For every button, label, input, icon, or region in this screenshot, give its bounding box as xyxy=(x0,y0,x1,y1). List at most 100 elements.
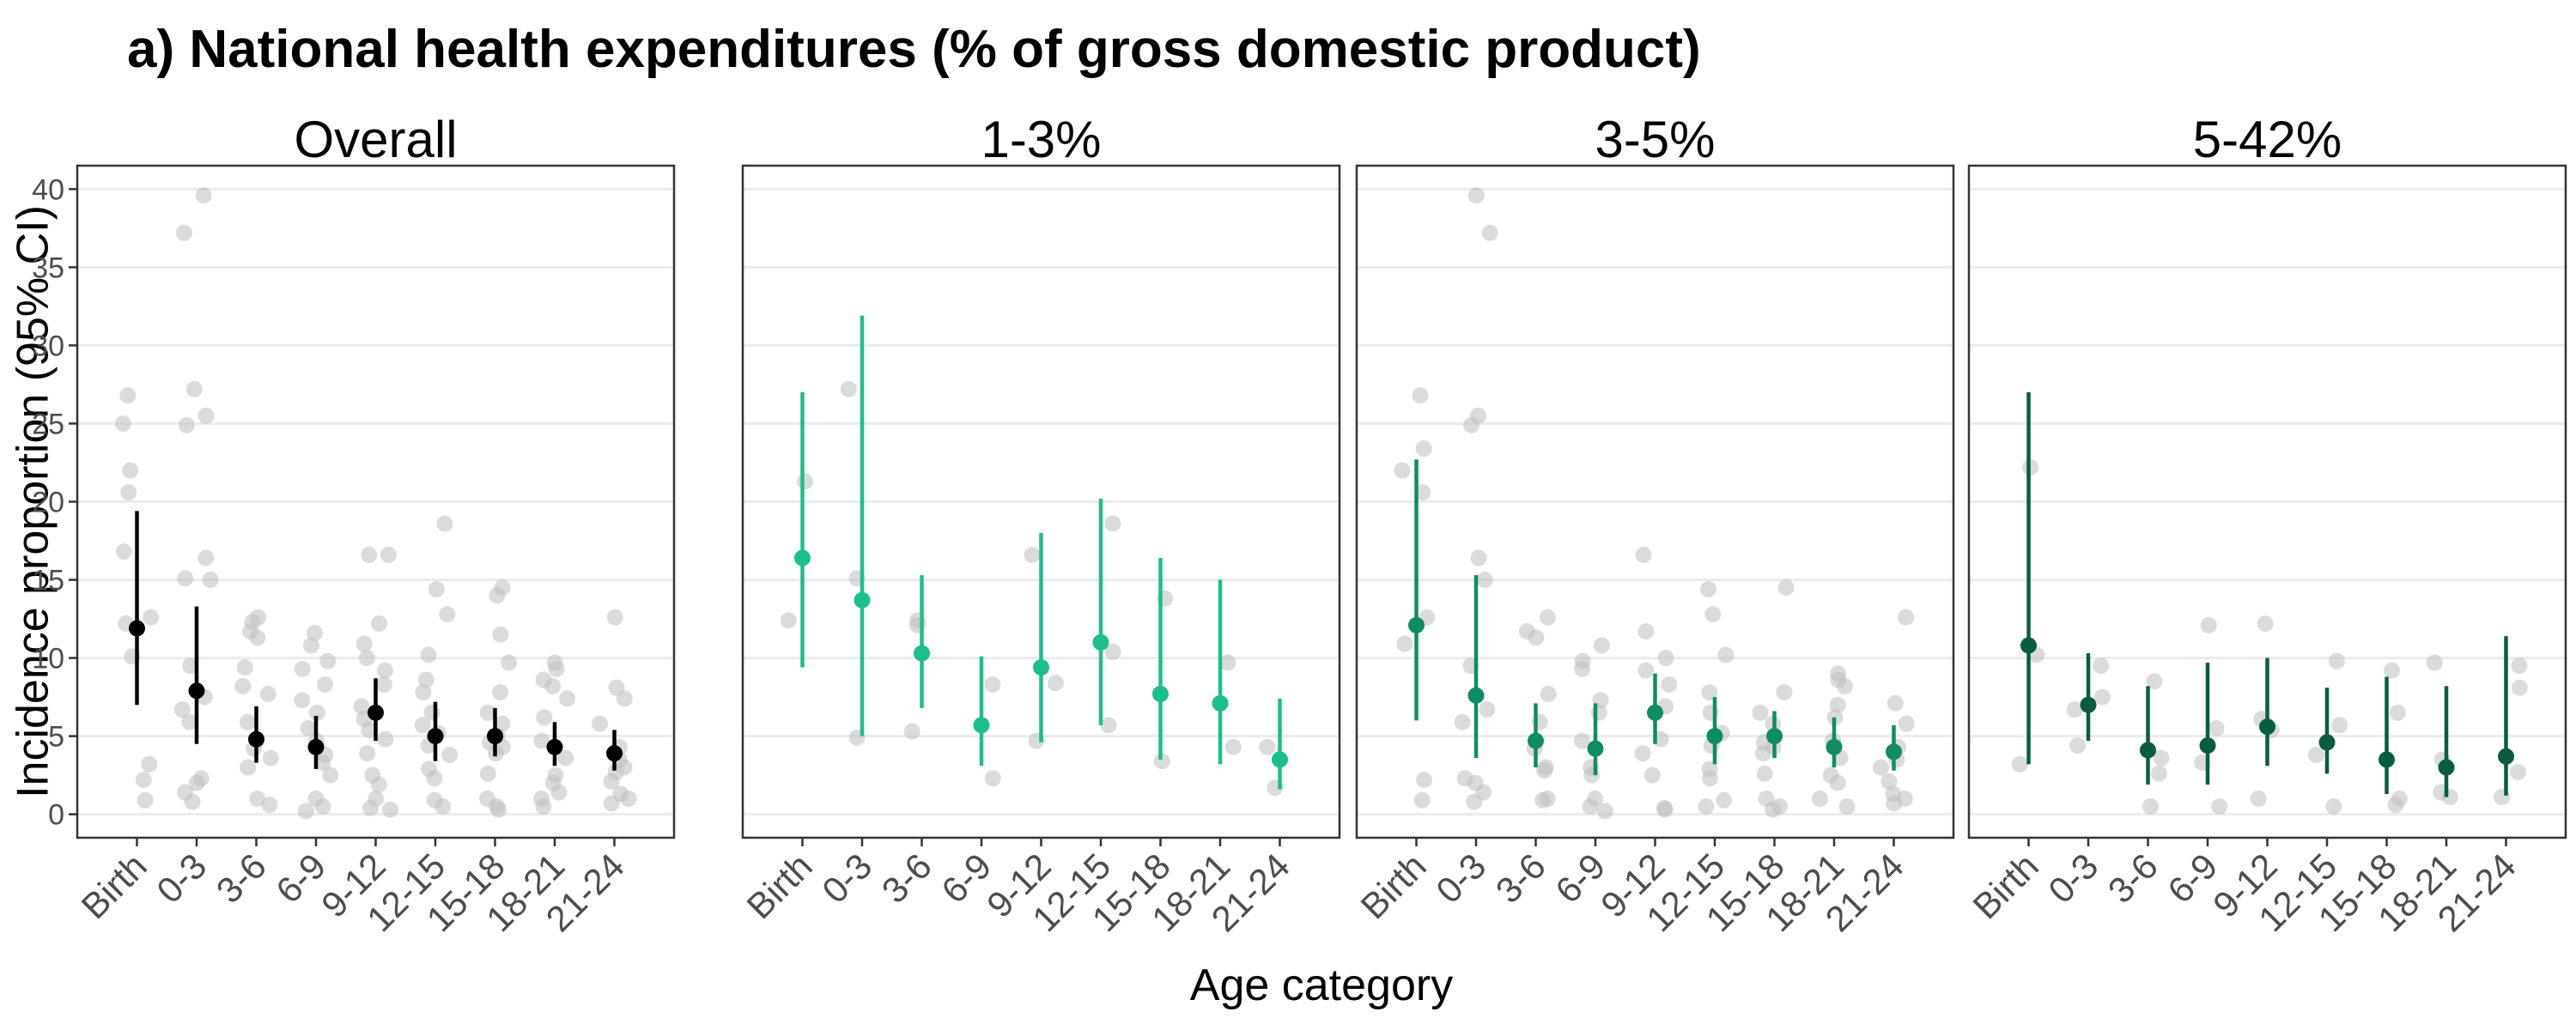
raw-point xyxy=(120,484,137,501)
x-tick-label: 3-6 xyxy=(1488,845,1553,911)
point-estimate xyxy=(368,704,384,721)
x-tick-label: 3-6 xyxy=(2100,845,2166,911)
raw-point xyxy=(262,749,279,766)
raw-point xyxy=(2308,746,2325,763)
raw-point xyxy=(294,660,311,677)
point-estimate xyxy=(1033,659,1049,676)
raw-point xyxy=(249,629,266,646)
point-estimate xyxy=(2020,637,2037,654)
raw-point xyxy=(1704,606,1722,623)
point-estimate xyxy=(2199,737,2216,754)
raw-point xyxy=(261,797,278,814)
raw-point xyxy=(119,387,137,404)
raw-point xyxy=(2328,652,2345,670)
raw-point xyxy=(376,662,393,679)
raw-point xyxy=(115,543,132,560)
raw-point xyxy=(1635,546,1652,563)
point-estimate xyxy=(2318,734,2336,751)
raw-point xyxy=(314,798,331,815)
raw-point xyxy=(494,715,511,732)
raw-point xyxy=(620,790,637,807)
raw-point xyxy=(375,676,392,694)
point-estimate xyxy=(1467,687,1485,704)
point-estimate xyxy=(1272,751,1288,768)
raw-point xyxy=(1717,646,1735,663)
raw-point xyxy=(2093,657,2110,675)
raw-point xyxy=(2387,797,2404,814)
raw-point xyxy=(240,759,257,776)
raw-point xyxy=(1700,580,1717,597)
y-tick-label: 40 xyxy=(32,173,64,206)
raw-point xyxy=(361,721,378,738)
raw-point xyxy=(2250,790,2267,807)
raw-point xyxy=(2325,798,2342,815)
raw-point xyxy=(489,587,506,604)
raw-point xyxy=(550,784,568,801)
raw-point xyxy=(185,380,203,397)
panel-2: 1-3%Birth0-33-66-99-1212-1515-1818-2121-… xyxy=(739,111,1341,939)
point-estimate xyxy=(1706,728,1723,745)
raw-point xyxy=(1573,732,1590,749)
raw-point xyxy=(195,187,212,204)
raw-point xyxy=(122,462,139,479)
point-estimate xyxy=(2080,696,2097,713)
raw-point xyxy=(439,606,456,623)
raw-point xyxy=(2331,717,2348,734)
point-estimate xyxy=(2379,751,2395,768)
point-estimate xyxy=(1826,738,1843,755)
panel-4: 5-42%Birth0-33-66-99-1212-1515-1818-2121… xyxy=(1965,111,2567,939)
raw-point xyxy=(420,646,437,663)
point-estimate xyxy=(2140,742,2156,759)
raw-point xyxy=(181,713,198,730)
raw-point xyxy=(317,676,334,694)
raw-point xyxy=(141,755,158,772)
raw-point xyxy=(358,650,375,667)
raw-point xyxy=(236,659,253,676)
raw-point xyxy=(1454,713,1471,730)
raw-point xyxy=(2142,798,2159,815)
raw-point xyxy=(361,799,379,816)
raw-point xyxy=(559,690,576,707)
y-tick-label: 35 xyxy=(32,251,64,284)
raw-point xyxy=(1829,696,1846,713)
raw-point xyxy=(492,684,509,701)
point-estimate xyxy=(427,728,444,745)
raw-point xyxy=(2066,701,2083,718)
raw-point xyxy=(381,801,398,818)
raw-point xyxy=(294,692,311,709)
raw-point xyxy=(2211,798,2228,815)
raw-point xyxy=(2153,749,2170,766)
raw-point xyxy=(197,549,215,566)
raw-point xyxy=(2011,755,2028,772)
raw-point xyxy=(302,637,319,654)
point-estimate xyxy=(854,591,871,609)
y-tick-label: 10 xyxy=(32,643,64,676)
point-estimate xyxy=(1212,694,1229,712)
raw-point xyxy=(490,801,507,818)
y-tick-label: 15 xyxy=(32,565,64,597)
raw-point xyxy=(1396,635,1413,652)
raw-point xyxy=(1470,549,1487,566)
point-estimate xyxy=(794,549,811,566)
x-tick-label: Birth xyxy=(739,845,820,926)
raw-point xyxy=(1698,798,1715,815)
x-tick-label: Birth xyxy=(1965,845,2046,926)
raw-point xyxy=(1416,772,1433,789)
raw-point xyxy=(202,572,219,589)
raw-point xyxy=(1481,224,1498,241)
panel-title: Overall xyxy=(294,111,457,168)
raw-point xyxy=(603,772,620,790)
raw-point xyxy=(1777,579,1795,597)
raw-point xyxy=(322,766,339,784)
y-tick-label: 0 xyxy=(48,799,64,832)
raw-point xyxy=(535,798,552,815)
raw-point xyxy=(984,770,1001,787)
raw-point xyxy=(1534,791,1552,809)
raw-point xyxy=(353,698,370,715)
raw-point xyxy=(2384,662,2401,679)
raw-point xyxy=(143,609,160,626)
raw-point xyxy=(2441,789,2458,806)
raw-point xyxy=(1656,801,1674,818)
point-estimate xyxy=(606,745,623,762)
